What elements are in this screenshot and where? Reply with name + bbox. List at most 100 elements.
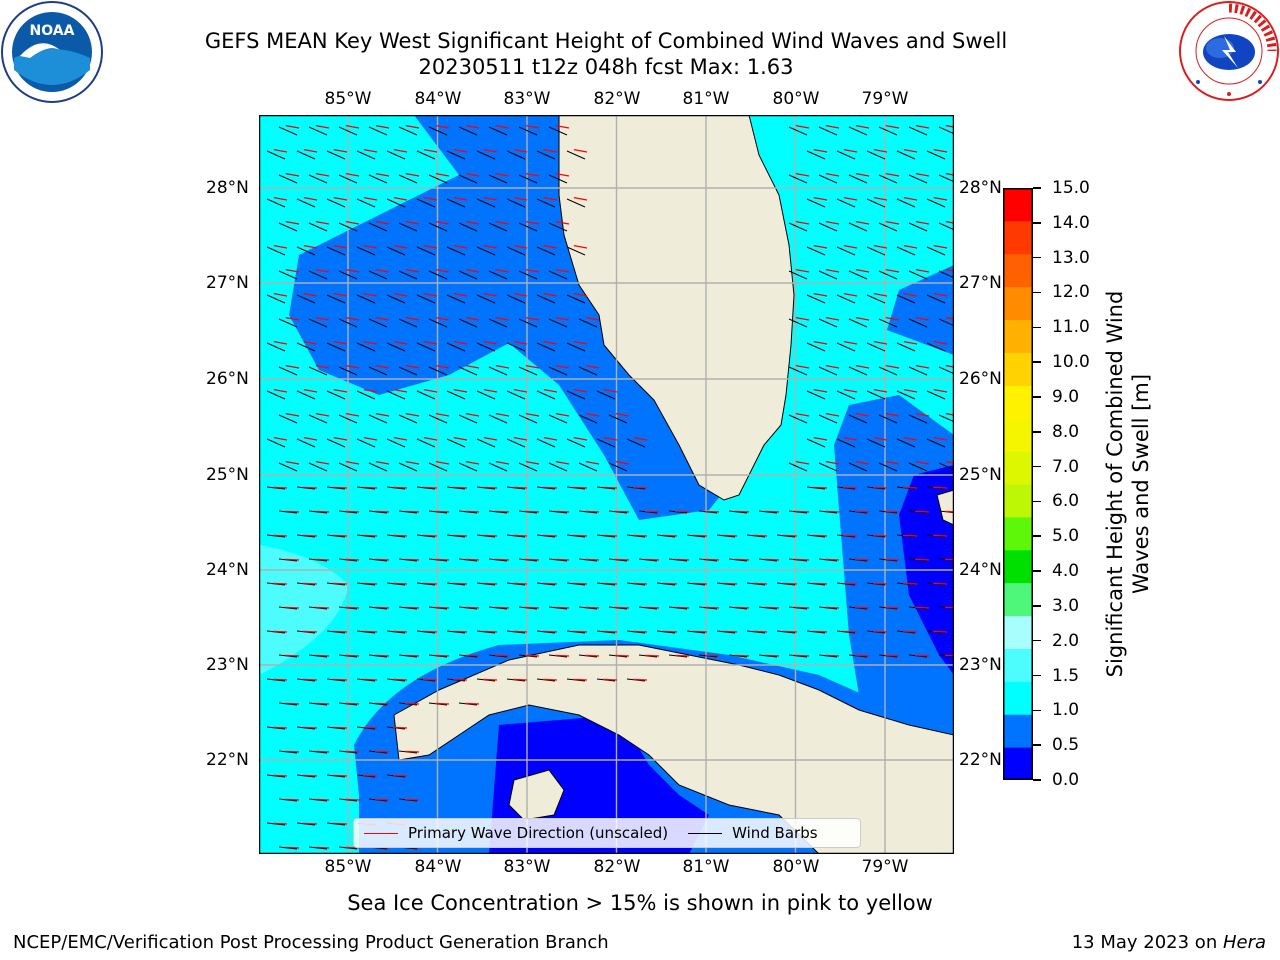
wave-direction-arrow <box>843 148 858 153</box>
wind-barb <box>536 438 556 448</box>
wave-direction-arrow <box>843 340 858 345</box>
wave-direction-arrow <box>585 606 600 609</box>
wind-barb <box>518 414 538 424</box>
wind-barb <box>788 318 808 328</box>
lat-label-left: 24°N <box>206 560 249 580</box>
wind-barb <box>518 222 538 232</box>
wave-direction-arrow <box>885 606 900 609</box>
wind-barb <box>878 126 898 136</box>
wind-barb <box>806 246 826 256</box>
wave-direction-arrow <box>483 534 498 537</box>
lat-label-right: 26°N <box>959 369 1002 389</box>
wave-direction-arrow <box>303 534 318 537</box>
wind-barb <box>488 222 508 232</box>
wind-barb <box>446 438 466 448</box>
wind-barb <box>848 366 868 376</box>
wave-direction-arrow <box>615 460 630 465</box>
wave-direction-arrow <box>375 220 390 225</box>
wave-direction-arrow <box>915 364 930 369</box>
wave-direction-arrow <box>333 436 348 441</box>
wave-direction-arrow <box>885 460 900 465</box>
wave-direction-arrow <box>585 558 600 561</box>
wave-direction-arrow <box>933 292 948 297</box>
wave-direction-arrow <box>813 388 828 393</box>
wave-direction-arrow <box>933 244 948 249</box>
wave-direction-arrow <box>375 750 390 753</box>
wind-barb <box>836 294 856 304</box>
wave-direction-arrow <box>423 244 438 249</box>
wave-direction-arrow <box>453 196 468 201</box>
colorbar-tick-mark <box>1033 465 1041 468</box>
wave-direction-arrow <box>933 148 948 153</box>
wave-direction-arrow <box>855 412 870 417</box>
wave-direction-arrow <box>465 558 480 561</box>
colorbar-swatch <box>1003 253 1033 288</box>
wind-barb <box>518 318 538 328</box>
wind-barb <box>278 174 298 184</box>
wave-direction-arrow <box>873 148 888 153</box>
lat-label-left: 25°N <box>206 465 249 485</box>
wave-direction-arrow <box>453 148 468 153</box>
wind-barb <box>806 342 826 352</box>
wave-direction-arrow <box>585 316 600 321</box>
chart-title: GEFS MEAN Key West Significant Height of… <box>204 29 1008 53</box>
wind-barb <box>818 414 838 424</box>
wave-direction-arrow <box>525 412 540 417</box>
wind-barb <box>818 126 838 136</box>
wave-direction-arrow <box>945 460 954 464</box>
wave-direction-arrow <box>483 148 498 153</box>
wind-barb <box>866 438 886 448</box>
wind-barb <box>386 246 406 256</box>
wave-direction-arrow <box>483 388 498 393</box>
wave-direction-arrow <box>513 196 528 201</box>
wind-barb <box>878 222 898 232</box>
wave-direction-arrow <box>273 340 288 345</box>
wave-direction-arrow <box>915 412 930 417</box>
wave-direction-arrow <box>405 654 420 657</box>
wave-direction-arrow <box>855 124 870 129</box>
wave-direction-arrow <box>315 510 330 513</box>
wind-barb <box>446 198 466 208</box>
wave-direction-arrow <box>663 582 678 585</box>
lon-label-bottom: 80°W <box>772 857 820 877</box>
wind-barb <box>368 126 388 136</box>
wave-direction-arrow <box>423 582 438 585</box>
colorbar-tick-label: 11.0 <box>1052 317 1090 338</box>
wave-direction-arrow <box>513 436 528 441</box>
wave-direction-arrow <box>363 340 378 345</box>
lon-label-bottom: 81°W <box>682 857 730 877</box>
wave-direction-arrow <box>795 220 810 225</box>
wave-direction-arrow <box>465 364 480 369</box>
wave-direction-arrow <box>483 630 498 633</box>
wave-direction-arrow <box>843 196 858 201</box>
wave-direction-arrow <box>873 534 888 537</box>
wave-direction-arrow <box>315 654 330 657</box>
wind-barb <box>476 198 496 208</box>
wave-direction-arrow <box>315 606 330 609</box>
wave-direction-arrow <box>813 244 828 249</box>
wave-direction-arrow <box>333 822 348 825</box>
colorbar-swatch <box>1003 582 1033 617</box>
wave-direction-arrow <box>555 460 570 465</box>
wind-barb <box>368 270 388 280</box>
wave-direction-arrow <box>555 124 570 129</box>
wave-direction-arrow <box>273 292 288 297</box>
wind-barb <box>506 150 526 160</box>
colorbar-tick-mark <box>1033 570 1041 572</box>
wave-direction-arrow <box>345 702 360 705</box>
wave-direction-arrow <box>423 388 438 393</box>
wave-direction-arrow <box>423 436 438 441</box>
colorbar-swatch <box>1003 385 1033 419</box>
wind-barb <box>578 366 598 376</box>
wind-barb <box>608 462 628 472</box>
wind-barb <box>866 150 886 160</box>
wind-barb <box>836 342 856 352</box>
colorbar-swatch <box>1003 352 1033 386</box>
wave-direction-arrow <box>825 558 840 561</box>
wave-direction-arrow <box>603 436 618 441</box>
land-cuba <box>393 644 954 854</box>
wind-barb <box>308 414 328 424</box>
lat-label-left: 23°N <box>206 655 249 675</box>
wind-barb <box>896 390 916 400</box>
wave-direction-arrow <box>345 558 360 561</box>
